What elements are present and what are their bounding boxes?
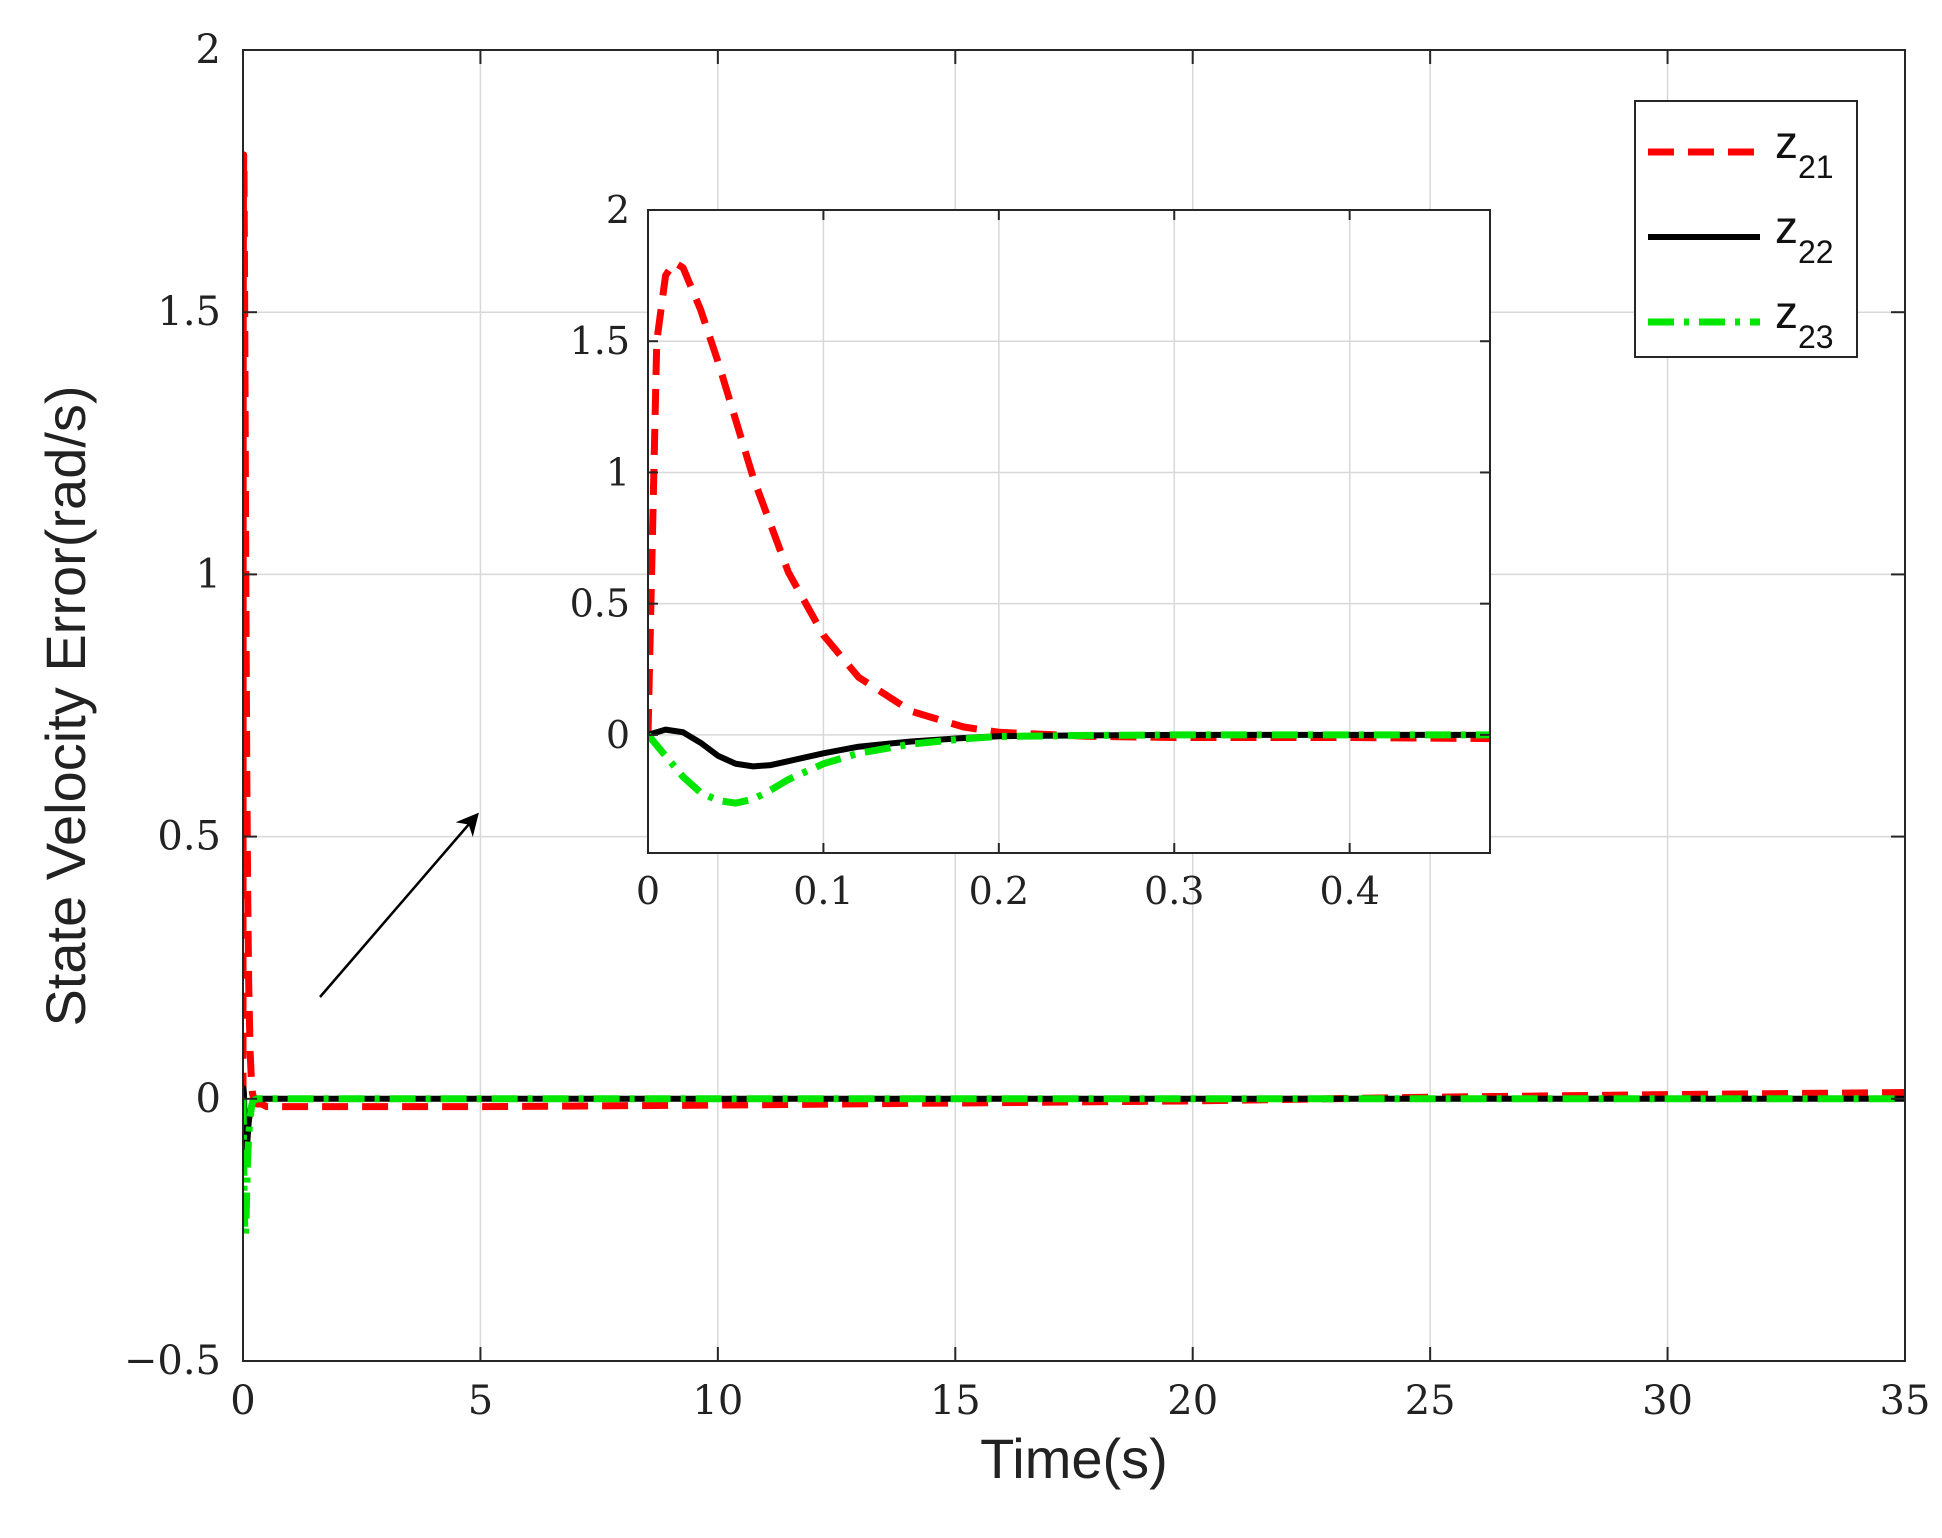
main-y-tick-label: −0.5 — [124, 1338, 221, 1384]
legend-label-z22: z22 — [1775, 201, 1834, 270]
legend-box — [1634, 100, 1858, 358]
inset-x-tick-label: 0 — [636, 869, 660, 913]
y-axis-label: State Velocity Error(rad/s) — [34, 385, 97, 1026]
main-x-tick-label: 10 — [692, 1378, 743, 1424]
inset-x-tick-label: 0.3 — [1144, 869, 1204, 913]
inset-ticks: 0 0.1 0.2 0.3 0.4 0 0.5 1 1.5 2 — [570, 188, 1490, 913]
main-y-tick-label: 0 — [196, 1076, 221, 1122]
x-axis-label: Time(s) — [980, 1427, 1168, 1490]
inset-plot-area — [648, 258, 1490, 807]
main-series-line-z23 — [243, 1095, 1905, 1239]
main-y-tick-label: 0.5 — [157, 814, 221, 860]
inset-x-tick-label: 0.2 — [969, 869, 1029, 913]
main-y-tick-label: 2 — [196, 27, 221, 73]
main-x-tick-label: 20 — [1167, 1378, 1218, 1424]
main-ticks: 0 5 10 15 20 25 30 35−0.500.511.52 — [124, 27, 1931, 1424]
main-axes-frame — [242, 49, 1906, 1362]
inset-y-tick-label: 0 — [606, 713, 630, 757]
main-x-tick-label: 25 — [1405, 1378, 1456, 1424]
inset-y-tick-label: 0.5 — [570, 582, 630, 626]
main-x-tick-label: 35 — [1880, 1378, 1931, 1424]
main-y-tick-label: 1.5 — [157, 289, 221, 335]
inset-x-tick-label: 0.4 — [1319, 869, 1379, 913]
main-series-line-z21 — [243, 151, 1905, 1111]
inset-x-tick-label: 0.1 — [793, 869, 853, 913]
inset-y-tick-label: 1 — [606, 450, 630, 494]
inset-axes-frame — [647, 209, 1491, 854]
main-x-tick-label: 15 — [930, 1378, 981, 1424]
main-x-tick-label: 30 — [1642, 1378, 1693, 1424]
inset-y-tick-label: 2 — [606, 188, 630, 232]
main-x-tick-label: 0 — [230, 1378, 255, 1424]
legend-label-z23: z23 — [1775, 286, 1834, 355]
inset-series-line-z23 — [648, 731, 1490, 807]
legend-label-z21: z21 — [1775, 116, 1834, 185]
main-plot-area — [243, 151, 1905, 1239]
zoom-arrow — [319, 812, 479, 998]
main-y-tick-label: 1 — [196, 551, 221, 597]
main-x-tick-label: 5 — [468, 1378, 493, 1424]
inset-y-tick-label: 1.5 — [570, 319, 630, 363]
legend: z21 z22 z23 — [1634, 100, 1858, 358]
